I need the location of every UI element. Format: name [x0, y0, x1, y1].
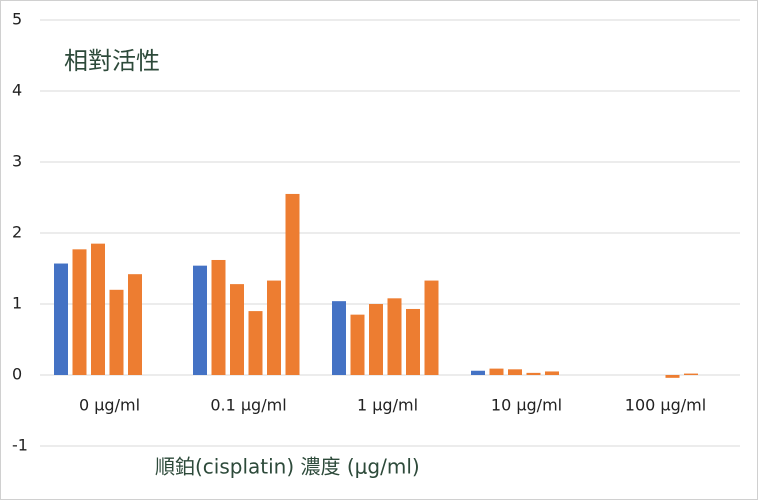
bar [489, 368, 504, 375]
bar [91, 243, 105, 375]
x-tick-label: 10 μg/ml [491, 396, 562, 415]
bar [350, 314, 365, 375]
x-tick-label: 0 μg/ml [79, 396, 140, 415]
y-tick-label: 3 [12, 152, 22, 171]
bar [424, 280, 439, 375]
bar [508, 369, 522, 375]
bar [369, 304, 383, 375]
x-tick-label: 1 μg/ml [357, 396, 418, 415]
x-axis-label: 順鉑(cisplatin) 濃度 (μg/ml) [155, 455, 420, 479]
bar [193, 265, 207, 375]
bar [406, 308, 420, 375]
bar [684, 373, 698, 375]
bar [128, 274, 142, 375]
bar [109, 289, 124, 375]
x-tick-label: 0.1 μg/ml [210, 396, 286, 415]
bar [545, 371, 559, 375]
bar [665, 375, 680, 378]
y-tick-label: 2 [12, 223, 22, 242]
y-tick-label: 1 [12, 294, 22, 313]
bar [471, 370, 485, 375]
bar [285, 193, 300, 375]
bar [211, 259, 226, 375]
bar [54, 263, 68, 375]
bar [387, 298, 402, 375]
y-tick-label: -1 [12, 436, 28, 455]
bar [72, 249, 87, 375]
bar [248, 311, 263, 375]
y-tick-label: 4 [12, 81, 22, 100]
bar [230, 284, 244, 375]
bar [267, 280, 281, 375]
y-tick-label: 5 [12, 10, 22, 29]
x-tick-label: 100 μg/ml [625, 396, 706, 415]
y-tick-label: 0 [12, 365, 22, 384]
bar [332, 301, 346, 375]
bar [526, 372, 541, 375]
chart-title: 相對活性 [64, 47, 160, 75]
